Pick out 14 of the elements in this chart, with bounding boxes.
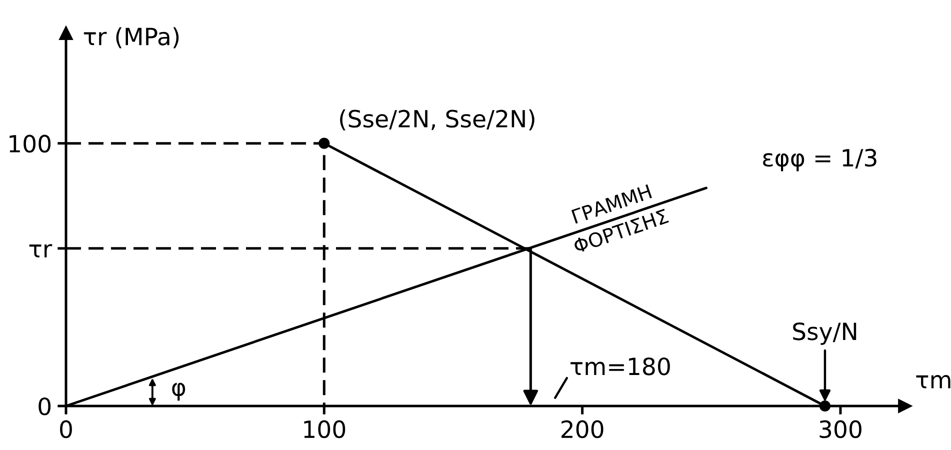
y-axis-title: τr (MPa) [84,27,179,48]
annotation: εφφ = 1/3 [763,148,876,172]
x-axis-title: τm [916,375,950,388]
y-tick-label: τr [29,244,52,258]
x-tick-label: 0 [60,420,72,438]
annotation: (Sse/2N, Sse/2N) [340,109,534,130]
annotation: τm=180 [570,357,670,376]
x-tick-label: 100 [304,420,346,438]
x-tick-label: 300 [820,420,862,438]
y-tick-label: 0 [38,397,51,416]
y-tick-label: 100 [10,134,51,153]
annotation: Ssy/N [793,322,856,345]
annotation: φ [172,382,186,401]
x-tick-label: 200 [562,420,604,438]
